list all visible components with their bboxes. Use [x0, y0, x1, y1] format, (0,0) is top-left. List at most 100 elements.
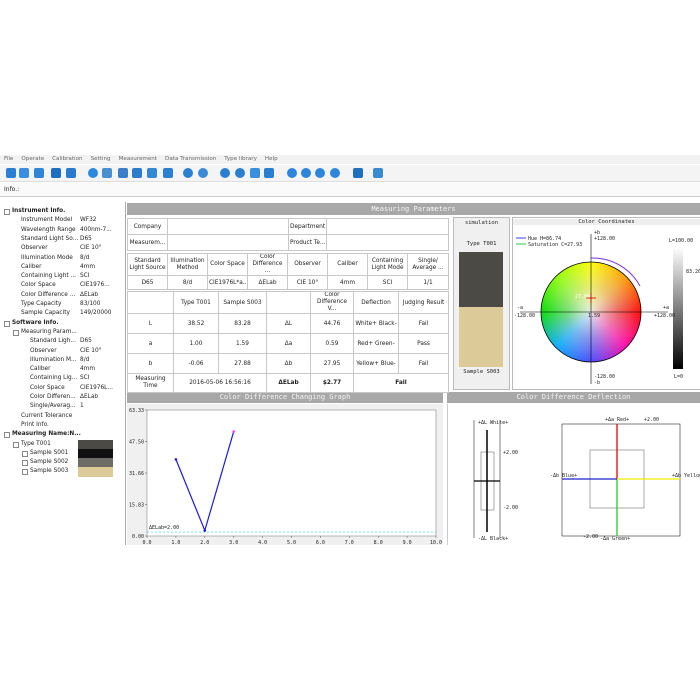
menu-item[interactable]: Type library — [224, 156, 257, 162]
tree-row: Containing Lig... SCI — [0, 374, 125, 383]
table-cell: Δa — [266, 333, 311, 354]
tree-row: Color Difference ... ΔELab — [0, 291, 125, 300]
tool-button[interactable] — [287, 168, 297, 178]
axis-label: +128.00 — [594, 236, 615, 242]
menu-item[interactable]: File — [4, 156, 14, 162]
tree-swatch — [78, 458, 113, 468]
tool-button[interactable] — [353, 168, 363, 178]
table-cell: Company — [127, 218, 168, 235]
table-row: L 38.52 83.28 ΔL 44.76 White+ Black- Fail — [127, 313, 449, 334]
table-row: D65 8/d CIE1976L*a... ΔELab CIE 10° 4mm SCI 1/1 — [127, 275, 449, 290]
lightness-label: L=100.00 — [669, 238, 693, 244]
tree-label: Wavelength Range — [21, 226, 76, 233]
expander — [13, 329, 19, 336]
tree-label: Software Info. — [12, 319, 59, 326]
axis-label: +2.00 — [503, 450, 518, 456]
tool-button[interactable] — [51, 168, 61, 178]
axis-label: +a — [663, 305, 669, 311]
tool-button[interactable] — [132, 168, 142, 178]
tree-label: Instrument Model — [21, 217, 73, 224]
menu-item[interactable]: Operate — [21, 156, 45, 162]
tree-value: WF32 — [80, 217, 97, 224]
axis-label: +b — [594, 230, 600, 236]
tool-button[interactable] — [373, 168, 383, 178]
tree-label: Standard Ligh... — [30, 338, 76, 345]
y-tick-label: 47.50 — [129, 439, 144, 445]
tree-value: D65 — [80, 338, 92, 345]
tree-value: 8/d — [80, 356, 90, 363]
tree-label: Standard Light So... — [21, 235, 79, 242]
tool-button[interactable] — [264, 168, 274, 178]
axis-label: -128.00 — [594, 374, 615, 380]
section-header: Measuring Parameters — [127, 203, 700, 215]
simulation-title: simulation — [464, 220, 499, 226]
menu-item[interactable]: Measurement — [118, 156, 158, 162]
table-cell: Deflection — [353, 291, 399, 314]
tool-button[interactable] — [163, 168, 173, 178]
expander — [22, 469, 28, 476]
tool-button[interactable] — [147, 168, 157, 178]
legend-entry: Hue H=86.74 — [528, 236, 561, 242]
x-tick-label: 5.0 — [287, 540, 296, 546]
x-tick-label: 10.0 — [430, 540, 442, 546]
table-cell: 1/1 — [407, 275, 449, 290]
tree-row: Caliber 4mm — [0, 263, 125, 272]
tool-button[interactable] — [250, 168, 260, 178]
menu-item[interactable]: Help — [264, 156, 278, 162]
tool-button[interactable] — [34, 168, 44, 178]
tool-button[interactable] — [88, 168, 98, 178]
table-cell: 27.88 — [218, 353, 267, 374]
tool-button[interactable] — [19, 168, 29, 178]
axis-label: -Δa Green+ — [600, 536, 630, 542]
table-cell: Standard Light Source — [127, 253, 168, 276]
tool-button[interactable] — [315, 168, 325, 178]
tool-button[interactable] — [198, 168, 208, 178]
table-cell: 4mm — [327, 275, 368, 290]
table-cell: Judging Result — [398, 291, 449, 314]
tree-label: Containing Lig... — [30, 375, 78, 382]
tool-button[interactable] — [66, 168, 76, 178]
info-table: Company Department Measurem... Product Te..… — [127, 218, 449, 251]
x-tick-label: 4.0 — [258, 540, 267, 546]
tree-swatch — [78, 448, 113, 459]
table-cell: Pass — [398, 333, 449, 354]
tool-button[interactable] — [301, 168, 311, 178]
table-cell — [326, 218, 449, 235]
table-cell: L — [127, 313, 174, 334]
tree-value: CIE1976L... — [80, 384, 113, 391]
tree-row: Illumination Mode 8/d — [0, 254, 125, 263]
menu-item[interactable]: Data Transmission — [165, 156, 217, 162]
tree-value: 1 — [80, 403, 84, 410]
table-cell: Fail — [398, 353, 449, 374]
x-tick-label: 8.0 — [374, 540, 383, 546]
tool-button[interactable] — [220, 168, 230, 178]
tree-label: Instrument Info. — [12, 208, 66, 214]
tool-button[interactable] — [330, 168, 340, 178]
menu-item[interactable]: Setting — [90, 156, 111, 162]
tool-button[interactable] — [118, 168, 128, 178]
tree-value: D65 — [80, 235, 92, 242]
tree-value: CIE 10° — [80, 245, 102, 252]
tree-label: Observer — [30, 347, 57, 354]
expander — [4, 432, 10, 439]
tool-button[interactable] — [183, 168, 193, 178]
tool-button[interactable] — [235, 168, 245, 178]
tool-button[interactable] — [102, 168, 112, 178]
type-label: Type T001 — [466, 241, 497, 247]
menu-item[interactable]: Calibration — [52, 156, 83, 162]
tree-value: 4mm — [80, 263, 95, 270]
axis-label: +Δb Yellow+ — [672, 473, 700, 479]
table-cell: 38.52 — [173, 313, 219, 334]
tree-row: Sample S001 — [0, 448, 125, 459]
tree-label: Type T001 — [21, 440, 51, 447]
section-header: Color Difference Deflection — [447, 392, 700, 403]
tree-label: Color Space — [30, 384, 65, 391]
data-point — [232, 430, 235, 433]
info-bar: Info.: — [0, 183, 700, 197]
tree-label: Measuring Name:N... — [12, 431, 81, 438]
table-cell: $2.77 — [310, 373, 354, 393]
y-tick-label: 31.66 — [129, 471, 144, 477]
table-cell: White+ Black- — [353, 313, 399, 334]
tree-row: Standard Light So... D65 — [0, 235, 125, 244]
tool-button[interactable] — [6, 168, 16, 178]
